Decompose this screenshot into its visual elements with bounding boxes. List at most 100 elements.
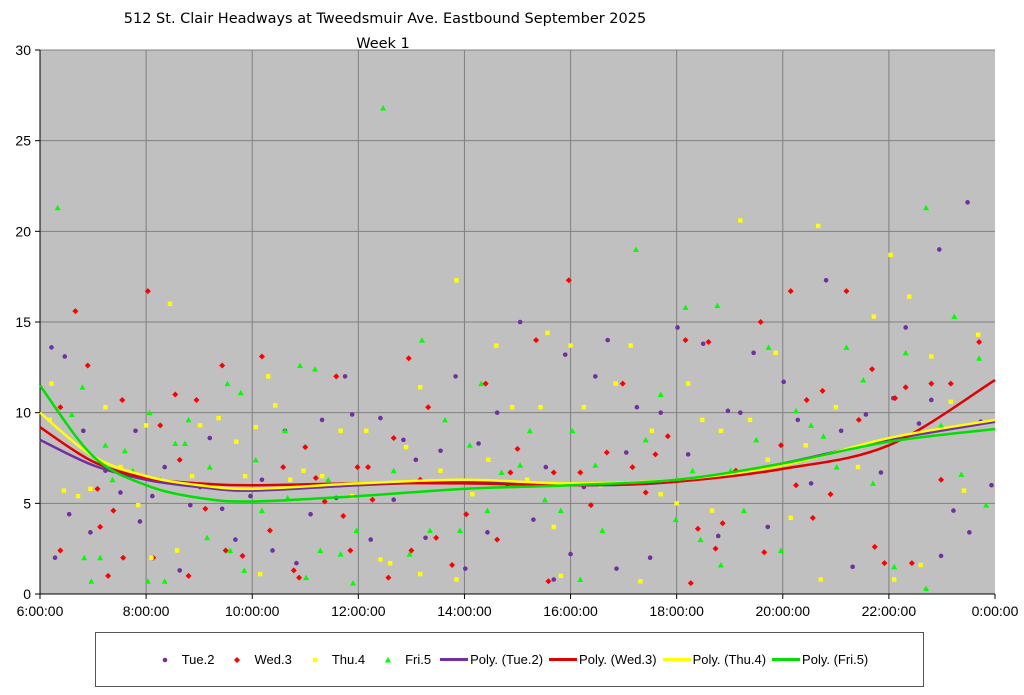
data-point xyxy=(778,442,785,449)
data-point xyxy=(174,548,180,553)
data-point xyxy=(105,572,112,579)
data-point xyxy=(531,517,536,522)
data-point xyxy=(102,442,109,448)
data-point xyxy=(833,464,840,470)
data-point xyxy=(603,449,610,456)
data-point xyxy=(204,534,211,541)
data-point xyxy=(976,338,983,345)
data-point xyxy=(84,362,91,369)
legend-label: Poly. (Fri.5) xyxy=(802,652,869,667)
data-point xyxy=(378,415,383,421)
data-point xyxy=(965,200,970,205)
data-point xyxy=(57,547,64,554)
data-point xyxy=(482,380,489,387)
data-point xyxy=(675,325,680,330)
data-point xyxy=(843,344,850,350)
legend-line xyxy=(662,658,691,661)
x-tick-label: 16:00:00 xyxy=(543,603,598,619)
legend-item: Poly. (Wed.3) xyxy=(549,652,657,667)
data-point xyxy=(401,437,406,443)
data-point xyxy=(649,428,655,433)
data-point xyxy=(908,560,915,567)
data-point xyxy=(765,457,770,463)
data-point xyxy=(751,350,756,356)
data-point xyxy=(725,408,731,414)
data-point xyxy=(470,492,475,497)
data-point xyxy=(642,436,649,443)
data-point xyxy=(49,381,54,386)
data-point xyxy=(871,314,877,319)
data-point xyxy=(700,341,706,347)
legend-marker xyxy=(312,657,318,662)
data-point xyxy=(658,410,664,415)
data-point xyxy=(49,345,54,350)
data-point xyxy=(325,476,332,483)
legend-marker xyxy=(162,657,168,662)
data-point xyxy=(79,384,86,390)
x-tick-label: 6:00:00 xyxy=(17,603,64,619)
data-point xyxy=(121,447,128,454)
data-point xyxy=(709,508,715,513)
data-point xyxy=(270,548,275,553)
data-point xyxy=(773,350,778,356)
data-point xyxy=(562,352,568,357)
data-point xyxy=(753,436,760,443)
data-point xyxy=(514,445,521,452)
legend-label: Poly. (Wed.3) xyxy=(579,652,657,667)
data-point xyxy=(281,427,288,434)
data-point xyxy=(938,422,945,428)
data-point xyxy=(818,577,824,582)
data-point xyxy=(312,366,319,372)
y-tick-label: 30 xyxy=(15,42,31,58)
data-point xyxy=(68,411,75,417)
data-point xyxy=(403,444,409,450)
data-point xyxy=(838,428,844,434)
legend-label: Thu.4 xyxy=(331,652,366,667)
data-point xyxy=(613,381,618,386)
data-point xyxy=(390,435,397,442)
data-point xyxy=(185,416,192,423)
data-point xyxy=(778,547,785,553)
x-tick-label: 14:00:00 xyxy=(437,603,492,619)
data-point xyxy=(135,502,141,508)
data-point xyxy=(319,473,325,479)
data-point xyxy=(454,577,459,582)
data-point xyxy=(172,391,179,398)
data-point xyxy=(809,514,816,521)
data-point xyxy=(634,404,640,410)
data-point xyxy=(303,574,310,581)
data-point xyxy=(538,405,543,410)
data-point xyxy=(419,337,425,343)
data-point xyxy=(551,524,556,530)
legend-line xyxy=(549,658,578,661)
data-point xyxy=(803,443,808,448)
data-point xyxy=(207,435,213,441)
chart-title: 512 St. Clair Headways at Tweedsmuir Ave… xyxy=(124,11,646,27)
data-point xyxy=(457,527,464,534)
data-point xyxy=(819,387,826,394)
data-point xyxy=(869,480,876,486)
data-point xyxy=(647,555,653,561)
data-point xyxy=(144,288,151,295)
y-tick-label: 20 xyxy=(15,223,31,239)
data-point xyxy=(869,366,876,373)
legend-line xyxy=(772,658,801,661)
series-thu-4 xyxy=(47,218,981,584)
data-point xyxy=(614,566,619,571)
data-point xyxy=(951,313,958,320)
data-point xyxy=(425,404,432,411)
data-point xyxy=(290,567,297,574)
data-point xyxy=(239,552,246,559)
data-point xyxy=(301,468,306,473)
data-point xyxy=(75,493,81,499)
data-point xyxy=(241,567,248,573)
data-point xyxy=(697,536,704,543)
data-point xyxy=(342,374,348,379)
data-point xyxy=(878,470,884,475)
data-point xyxy=(715,533,721,539)
trendline-poly-wed-3- xyxy=(39,378,996,487)
data-point xyxy=(54,204,61,211)
data-point xyxy=(533,337,540,344)
data-point xyxy=(674,501,679,506)
legend-item: Fri.5 xyxy=(377,652,431,667)
